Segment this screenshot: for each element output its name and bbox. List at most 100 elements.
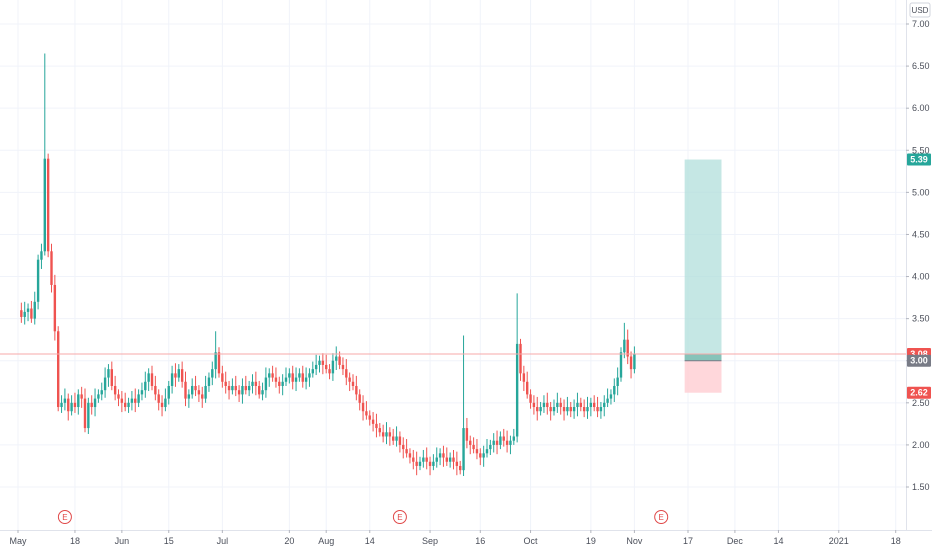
candle-body: [26, 308, 30, 312]
candle-body: [87, 402, 90, 429]
candle-body: [482, 453, 485, 458]
candle-body: [214, 352, 217, 370]
time-tick-label: 14: [773, 536, 783, 546]
candle-body: [160, 402, 164, 408]
candle-body: [174, 373, 177, 378]
candle-body: [348, 377, 351, 382]
time-tick-label: Sep: [422, 536, 438, 546]
candle-body: [368, 415, 371, 420]
chart-grid: [0, 0, 906, 530]
candle-body: [46, 158, 50, 252]
target-price-badge: [907, 153, 931, 166]
candle-body: [187, 394, 191, 399]
candle-body: [562, 407, 566, 412]
candle-body: [536, 407, 539, 412]
candle-body: [328, 369, 331, 374]
candle-body: [556, 402, 559, 408]
currency-label: USD: [912, 6, 929, 15]
candle-body: [522, 373, 526, 382]
candle-body: [569, 407, 572, 412]
candle-body: [469, 440, 472, 445]
candle-body: [405, 449, 408, 454]
time-tick-label: 15: [164, 536, 174, 546]
candle-body: [603, 402, 606, 408]
candle-body: [371, 419, 375, 424]
candle-body: [217, 352, 221, 374]
candle-body: [428, 461, 432, 466]
candle-body: [623, 339, 626, 353]
candle-body: [512, 436, 515, 441]
price-tick-label: 5.50: [912, 145, 930, 155]
candle-body: [308, 373, 311, 378]
candle-body: [110, 369, 113, 386]
candle-body: [593, 402, 596, 408]
candle-body: [157, 394, 160, 403]
candle-body: [298, 373, 301, 378]
candle-body: [365, 411, 368, 416]
current-pnl-zone[interactable]: [684, 353, 722, 361]
candle-body: [134, 398, 137, 403]
candle-body: [36, 259, 40, 302]
time-tick-label: Jun: [115, 536, 130, 546]
target-zone[interactable]: [684, 159, 722, 361]
candle-body: [268, 373, 271, 378]
candle-body: [77, 394, 80, 408]
candle-body: [40, 251, 43, 260]
candle-body: [258, 385, 261, 395]
price-tick-label: 2.00: [912, 440, 930, 450]
candle-body: [572, 407, 576, 412]
candle-body: [442, 453, 445, 458]
candlestick-series: [20, 53, 636, 477]
candle-body: [629, 356, 633, 370]
candle-body: [576, 402, 579, 408]
candle-body: [579, 402, 582, 408]
candle-body: [452, 457, 455, 462]
time-tick-label: Nov: [626, 536, 643, 546]
candle-body: [103, 377, 107, 391]
candle-body: [254, 381, 258, 386]
time-tick-label: Jul: [217, 536, 229, 546]
candle-body: [489, 444, 492, 450]
earnings-icon: [392, 510, 407, 524]
price-tick-label: 7.00: [912, 19, 930, 29]
candle-body: [609, 394, 613, 399]
candle-body: [532, 402, 536, 408]
candle-body: [375, 423, 378, 429]
long-position-tool[interactable]: [684, 159, 722, 393]
time-tick-label: 19: [586, 536, 596, 546]
candle-body: [355, 385, 358, 395]
candle-body: [278, 381, 281, 386]
candle-body: [505, 440, 509, 445]
candle-body: [167, 385, 170, 399]
candle-body: [395, 436, 398, 441]
time-axis[interactable]: May 18 Jun 15 Jul 20 Aug 14 Sep 16 Oct 19 Nov 17 Dec 14…: [9, 530, 901, 546]
candle-body: [194, 385, 197, 391]
candle-body: [80, 394, 83, 399]
earnings-label: E: [659, 513, 664, 522]
candle-body: [247, 385, 251, 391]
candle-body: [291, 373, 294, 382]
candle-body: [485, 449, 489, 454]
time-tick-label: 18: [70, 536, 80, 546]
candle-body: [338, 356, 341, 365]
candle-body: [154, 385, 157, 395]
candle-body: [274, 377, 278, 382]
candle-body: [288, 373, 291, 378]
currency-button[interactable]: USD: [909, 2, 931, 18]
candle-body: [432, 461, 435, 466]
candle-body: [472, 444, 475, 450]
candle-body: [113, 385, 117, 395]
candle-body: [596, 407, 599, 412]
candle-body: [492, 440, 495, 445]
candle-body: [63, 398, 67, 403]
candle-body: [93, 398, 97, 408]
candle-body: [180, 369, 184, 382]
candle-body: [633, 353, 636, 370]
candle-body: [33, 301, 36, 319]
candle-body: [459, 465, 462, 471]
time-tick-label: 20: [284, 536, 294, 546]
stop-zone[interactable]: [684, 360, 722, 393]
candle-body: [197, 390, 201, 395]
